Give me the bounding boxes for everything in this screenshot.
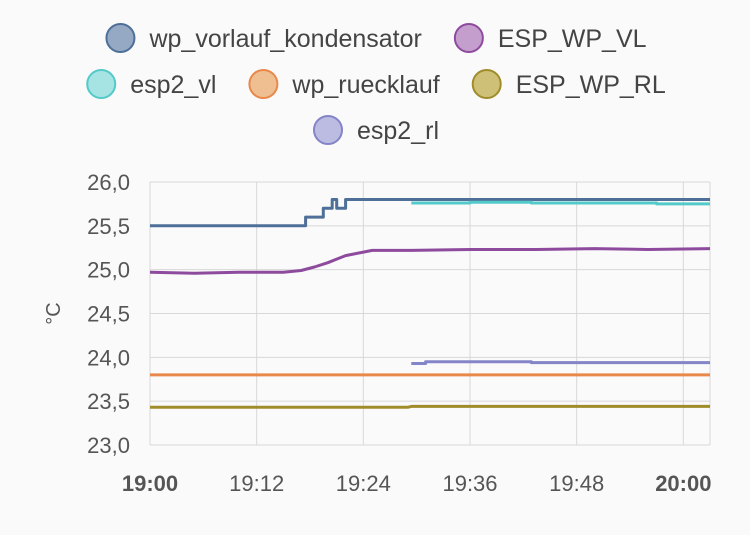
legend-marker [313,115,343,145]
y-tick-label: 24,5 [87,302,130,327]
legend-item-esp2_vl: esp2_vl [86,69,216,99]
x-tick-label: 19:36 [442,471,497,496]
legend-label: esp2_rl [357,117,439,145]
y-tick-label: 25,5 [87,214,130,239]
legend-item-ESP_WP_VL: ESP_WP_VL [453,23,647,53]
legend-marker [453,23,484,53]
legend-label: wp_vorlauf_kondensator [148,25,421,53]
x-tick-label: 20:00 [655,471,711,496]
x-tick-label: 19:00 [122,471,178,496]
legend-item-ESP_WP_RL: ESP_WP_RL [471,69,666,99]
legend-label: ESP_WP_VL [498,25,647,53]
y-axis-label: °C [43,302,65,324]
y-tick-label: 23,0 [87,433,130,458]
series-line-esp2_rl [411,360,710,365]
y-tick-label: 23,5 [87,389,130,414]
series-line-wp_vorlauf_kondensator [150,198,710,228]
series-line-esp2_vl [411,200,710,206]
legend-item-wp_vorlauf_kondensator: wp_vorlauf_kondensator [105,23,422,53]
legend-marker [105,23,136,53]
series-line-ESP_WP_RL [150,404,710,409]
series-line-ESP_WP_VL [149,247,711,275]
legend-marker [248,69,279,99]
legend: wp_vorlauf_kondensator ESP_WP_VL esp2_vl wp… [86,23,666,145]
legend-item-wp_ruecklauf: wp_ruecklauf [248,69,440,99]
legend-item-esp2_rl: esp2_rl [313,115,439,145]
legend-label: wp_ruecklauf [291,71,439,99]
x-tick-label: 19:48 [549,471,604,496]
grid-lines [149,181,711,446]
series-group [149,198,711,409]
legend-marker [86,69,117,99]
x-tick-label: 19:12 [229,471,284,496]
legend-label: ESP_WP_RL [516,71,666,99]
y-tick-label: 24,0 [87,345,130,370]
y-tick-label: 26,0 [87,170,130,195]
x-tick-label: 19:24 [336,471,391,496]
legend-label: esp2_vl [130,71,216,99]
y-tick-label: 25,0 [87,258,130,283]
legend-marker [471,69,502,99]
